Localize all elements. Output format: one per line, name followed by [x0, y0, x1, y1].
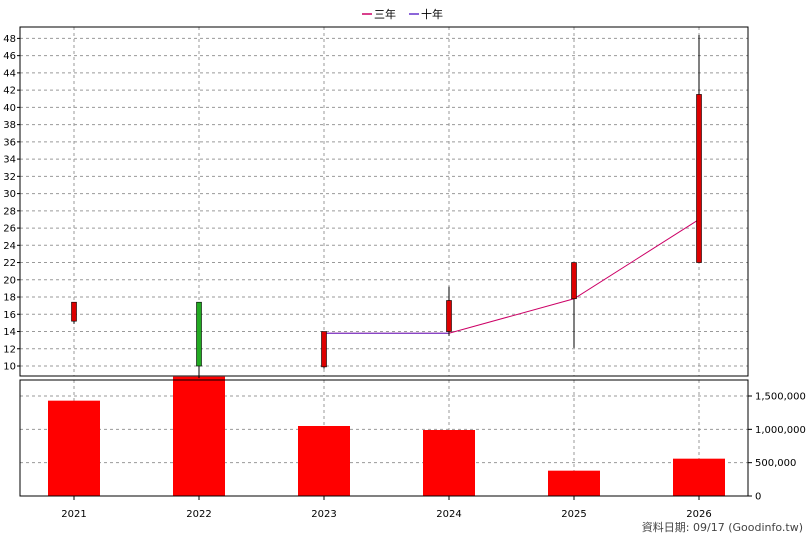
price-tick-label: 36: [3, 137, 16, 148]
x-axis-ticks: 2021 2022 2023 2024 2025 2026: [61, 496, 712, 520]
price-axis-ticks: 10 12 14 16 18 20 22 24 26 28 30 32 34 36 38 40 42 44 46 48: [3, 34, 20, 373]
price-tick-label: 44: [3, 68, 16, 79]
price-tick-label: 20: [3, 275, 16, 286]
price-tick-label: 32: [3, 172, 16, 183]
volume-tick-label: 1,500,000: [755, 392, 806, 403]
volume-bar: [423, 430, 475, 496]
volume-tick-label: 500,000: [755, 458, 796, 469]
x-tick-label: 2024: [436, 509, 461, 520]
price-tick-label: 18: [3, 293, 16, 304]
candle-body: [196, 301, 202, 367]
plot-frames: [19, 26, 749, 497]
price-tick-label: 24: [3, 241, 16, 252]
candle-body: [71, 301, 77, 322]
volume-bar: [548, 470, 600, 496]
x-tick-label: 2023: [311, 509, 336, 520]
volume-tick-label: 0: [755, 492, 761, 503]
candle-body: [571, 262, 577, 300]
average-lines: [324, 219, 700, 334]
price-tick-label: 14: [3, 327, 16, 338]
price-tick-label: 10: [3, 362, 16, 373]
volume-bar: [298, 426, 350, 496]
x-tick-label: 2025: [561, 509, 586, 520]
price-tick-label: 46: [3, 51, 16, 62]
x-tick-label: 2026: [686, 509, 711, 520]
volume-bar: [48, 400, 100, 496]
price-frame: [19, 26, 749, 377]
price-tick-label: 26: [3, 224, 16, 235]
price-tick-label: 38: [3, 120, 16, 131]
price-grid: [20, 27, 748, 376]
price-tick-label: 12: [3, 344, 16, 355]
price-tick-label: 30: [3, 189, 16, 200]
x-tick-label: 2021: [61, 509, 86, 520]
volume-grid: [20, 380, 748, 496]
price-tick-label: 22: [3, 258, 16, 269]
x-tick-label: 2022: [186, 509, 211, 520]
price-tick-label: 40: [3, 103, 16, 114]
legend-label-3y: 三年: [374, 7, 396, 21]
volume-bar: [673, 458, 725, 496]
volume-tick-label: 1,000,000: [755, 425, 806, 436]
average-line: [324, 219, 700, 334]
volume-axis-ticks: 0 500,000 1,000,000 1,500,000: [748, 392, 806, 503]
legend-label-10y: 十年: [421, 7, 443, 21]
price-tick-label: 34: [3, 155, 16, 166]
price-tick-label: 42: [3, 86, 16, 97]
legend: 三年 十年: [362, 7, 443, 21]
candles: [71, 34, 702, 379]
candle-body: [696, 94, 702, 263]
price-tick-label: 48: [3, 34, 16, 45]
data-date-footer: 資料日期: 09/17 (Goodinfo.tw): [642, 520, 803, 534]
candle-body: [446, 300, 452, 332]
price-tick-label: 16: [3, 310, 16, 321]
volume-bar: [173, 376, 225, 496]
candle-body: [321, 331, 327, 368]
volume-frame: [19, 379, 749, 497]
volume-bars: [48, 376, 725, 496]
price-tick-label: 28: [3, 206, 16, 217]
